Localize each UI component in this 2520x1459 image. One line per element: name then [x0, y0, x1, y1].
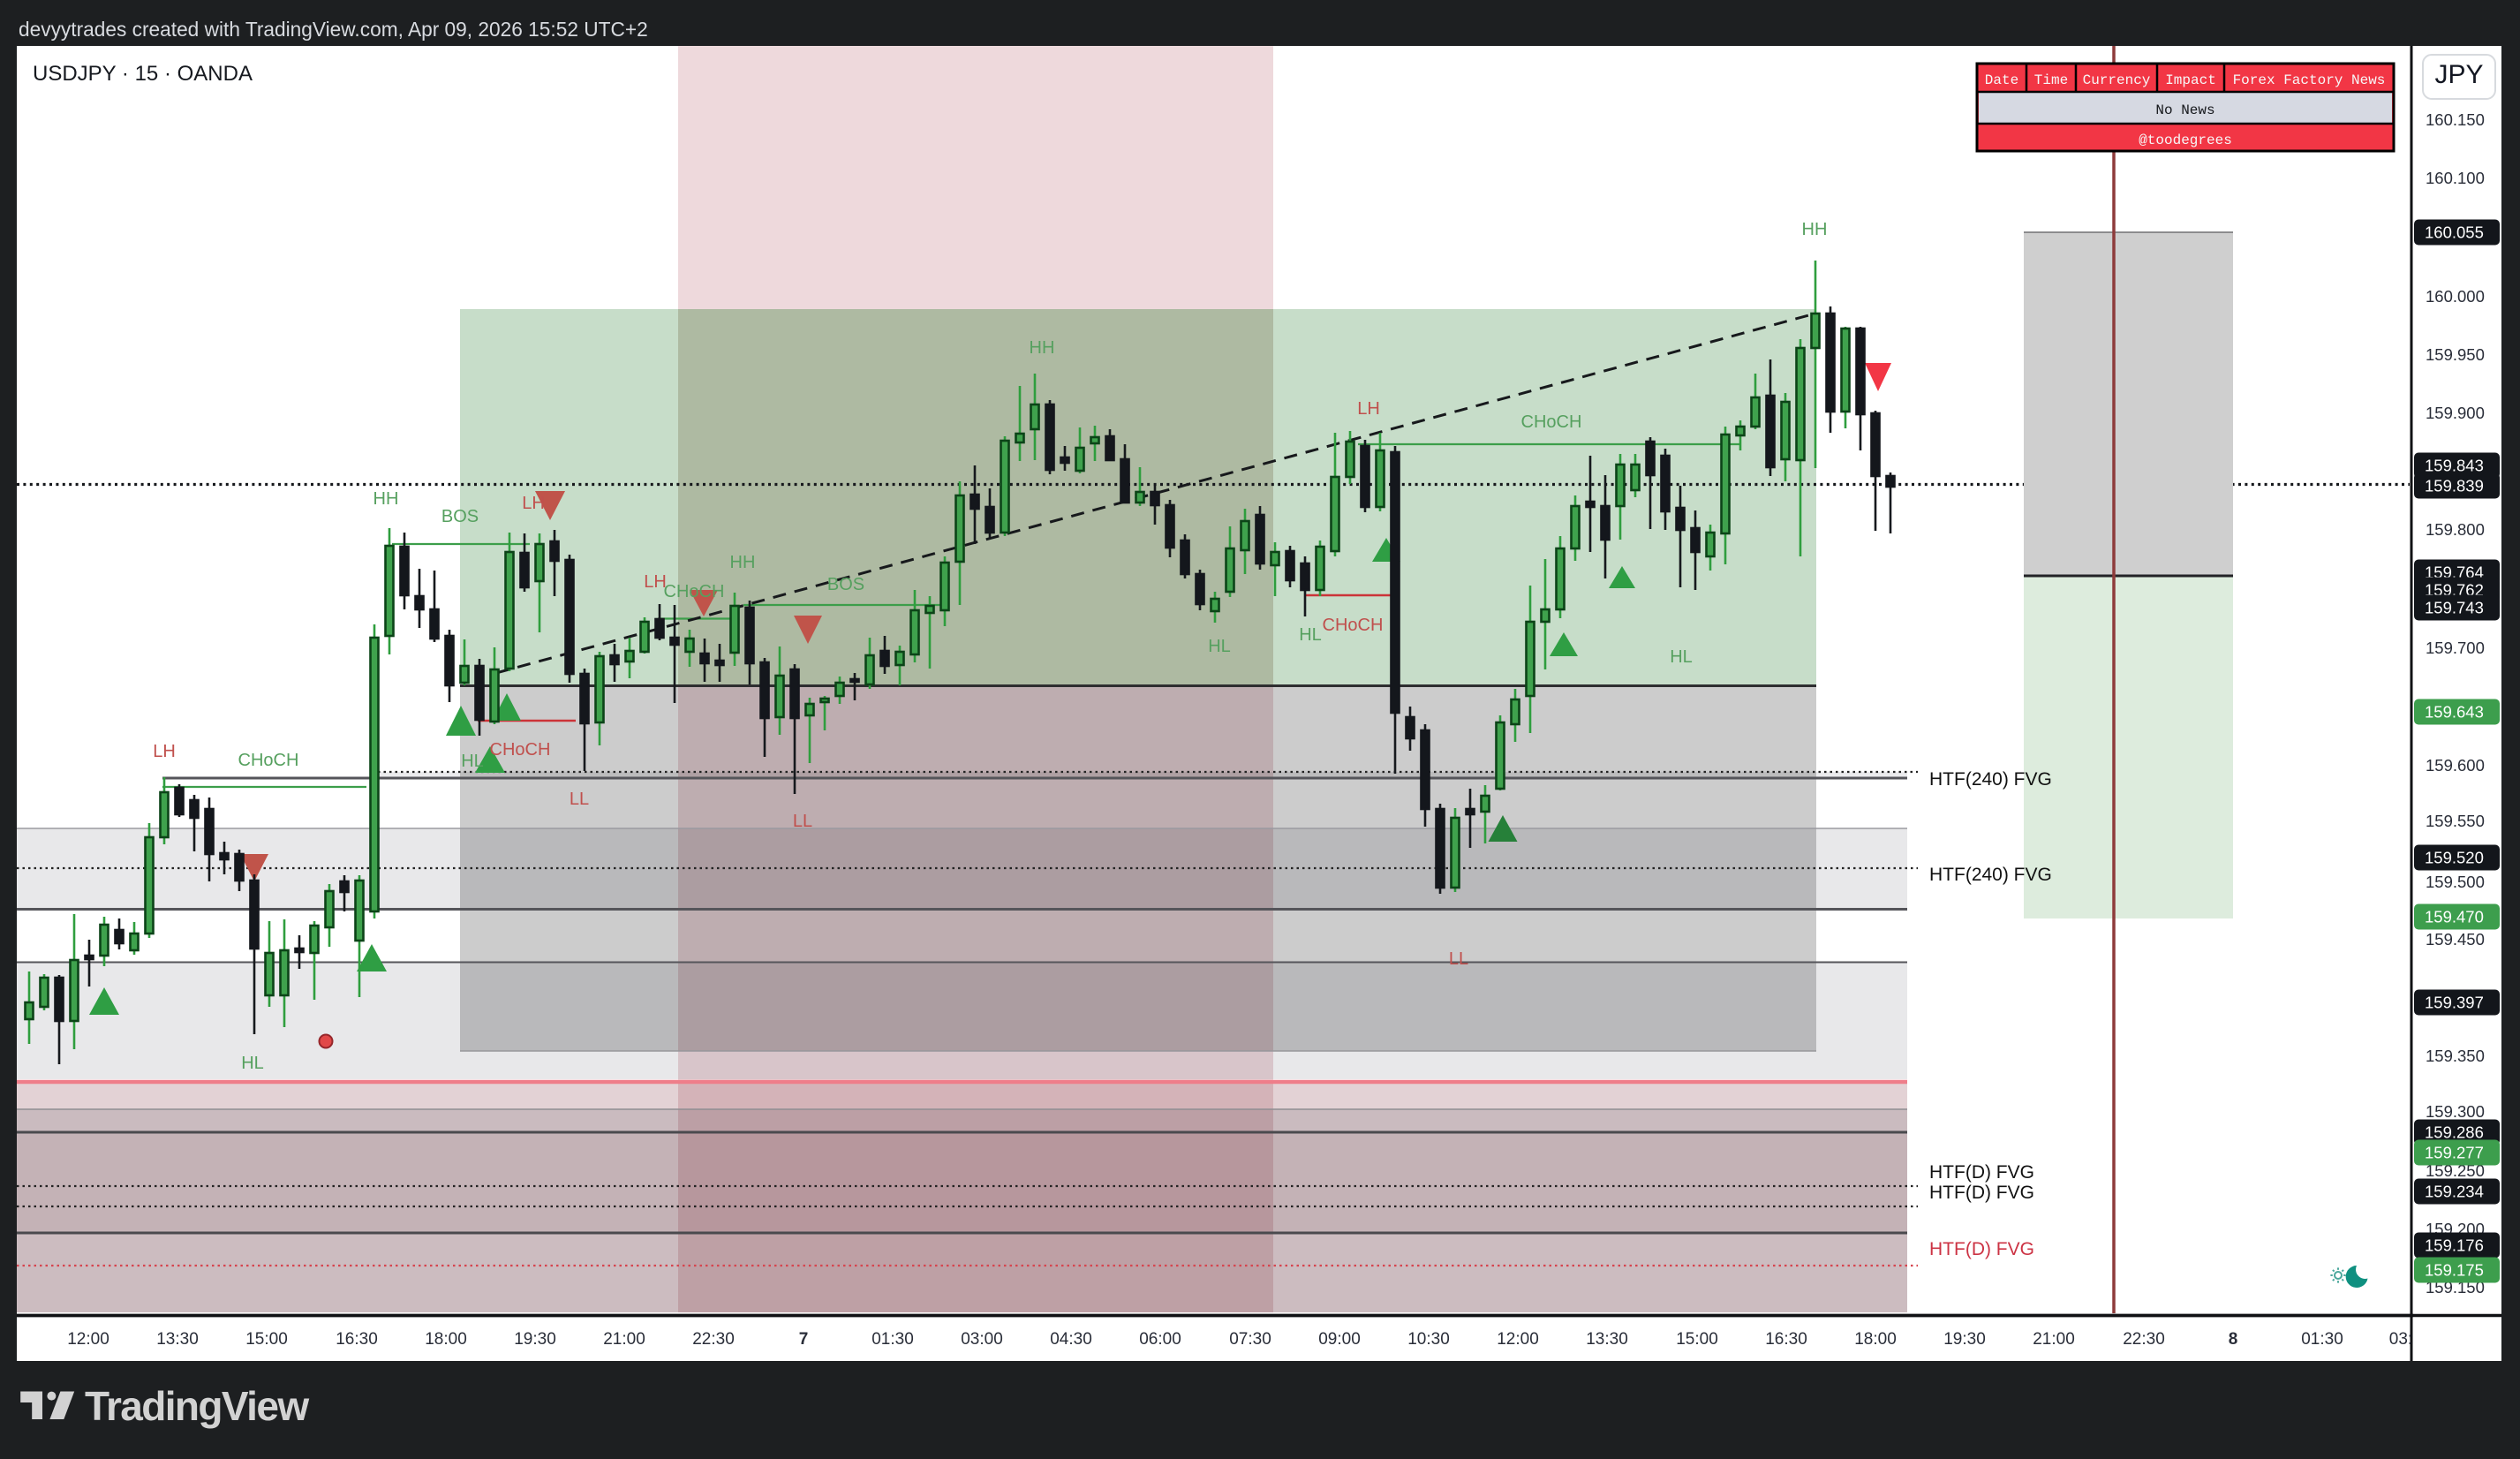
svg-text:8: 8	[2229, 1330, 2238, 1349]
svg-text:HL: HL	[1299, 625, 1322, 645]
svg-text:TradingView: TradingView	[85, 1383, 309, 1429]
svg-text:No News: No News	[2155, 102, 2214, 118]
svg-text:Currency: Currency	[2083, 72, 2151, 88]
svg-text:03:00: 03:00	[961, 1330, 1003, 1349]
svg-text:160.100: 160.100	[2426, 169, 2485, 187]
svg-text:16:30: 16:30	[336, 1330, 378, 1349]
svg-text:06:00: 06:00	[1139, 1330, 1181, 1349]
svg-text:159.277: 159.277	[2425, 1144, 2484, 1162]
svg-text:LH: LH	[153, 742, 176, 761]
svg-text:15:00: 15:00	[1676, 1330, 1718, 1349]
svg-text:LH: LH	[644, 572, 667, 592]
svg-text:03:: 03:	[2389, 1330, 2412, 1349]
svg-text:Time: Time	[2034, 72, 2068, 88]
svg-text:Date: Date	[1985, 72, 2018, 88]
svg-text:159.286: 159.286	[2425, 1123, 2484, 1142]
svg-text:HH: HH	[1030, 338, 1055, 358]
svg-text:HTF(D) FVG: HTF(D) FVG	[1929, 1239, 2034, 1259]
svg-text:159.520: 159.520	[2425, 849, 2484, 867]
svg-text:01:30: 01:30	[871, 1330, 914, 1349]
svg-text:21:00: 21:00	[603, 1330, 645, 1349]
svg-text:CHoCH: CHoCH	[490, 740, 551, 760]
svg-text:LH: LH	[1357, 399, 1380, 419]
svg-text:HL: HL	[241, 1054, 264, 1073]
svg-text:159.643: 159.643	[2425, 703, 2484, 722]
svg-text:USDJPY · 15 · OANDA: USDJPY · 15 · OANDA	[33, 62, 253, 86]
svg-text:HTF(D) FVG: HTF(D) FVG	[1929, 1162, 2034, 1183]
svg-text:16:30: 16:30	[1765, 1330, 1807, 1349]
svg-text:HH: HH	[1802, 220, 1828, 239]
svg-text:160.055: 160.055	[2425, 223, 2484, 242]
svg-text:07:30: 07:30	[1229, 1330, 1271, 1349]
svg-text:13:30: 13:30	[1586, 1330, 1628, 1349]
svg-text:159.300: 159.300	[2426, 1102, 2485, 1121]
svg-text:160.150: 160.150	[2426, 110, 2485, 129]
svg-text:LL: LL	[570, 790, 589, 809]
svg-text:19:30: 19:30	[514, 1330, 556, 1349]
svg-text:159.900: 159.900	[2426, 404, 2485, 422]
svg-text:159.762: 159.762	[2425, 581, 2484, 600]
svg-text:12:00: 12:00	[67, 1330, 109, 1349]
svg-text:159.700: 159.700	[2426, 639, 2485, 657]
svg-text:159.176: 159.176	[2425, 1236, 2484, 1255]
svg-text:159.764: 159.764	[2425, 563, 2484, 582]
svg-text:159.839: 159.839	[2425, 477, 2484, 495]
svg-text:Impact: Impact	[2165, 72, 2216, 88]
svg-text:159.800: 159.800	[2426, 520, 2485, 539]
svg-text:18:00: 18:00	[1854, 1330, 1897, 1349]
svg-text:BOS: BOS	[827, 575, 864, 594]
svg-text:@toodegrees: @toodegrees	[2139, 132, 2232, 148]
svg-text:CHoCH: CHoCH	[238, 751, 299, 770]
svg-text:HTF(240) FVG: HTF(240) FVG	[1929, 769, 2052, 790]
svg-text:159.843: 159.843	[2425, 457, 2484, 475]
svg-text:HTF(240) FVG: HTF(240) FVG	[1929, 865, 2052, 885]
svg-text:HTF(D) FVG: HTF(D) FVG	[1929, 1183, 2034, 1203]
svg-text:LH: LH	[522, 494, 545, 513]
svg-text:159.500: 159.500	[2426, 873, 2485, 891]
svg-text:159.470: 159.470	[2425, 908, 2484, 926]
svg-text:HH: HH	[730, 553, 756, 572]
svg-text:LL: LL	[1449, 949, 1468, 969]
svg-text:18:00: 18:00	[425, 1330, 467, 1349]
svg-text:159.234: 159.234	[2425, 1183, 2484, 1201]
svg-text:HL: HL	[461, 752, 484, 771]
svg-text:159.550: 159.550	[2426, 812, 2485, 830]
svg-text:HL: HL	[1670, 647, 1693, 667]
svg-text:159.175: 159.175	[2425, 1261, 2484, 1280]
svg-text:HH: HH	[373, 489, 399, 509]
svg-text:CHoCH: CHoCH	[664, 582, 725, 601]
svg-text:BOS: BOS	[441, 507, 479, 526]
svg-text:HL: HL	[1208, 637, 1231, 656]
svg-text:12:00: 12:00	[1497, 1330, 1539, 1349]
svg-text:159.600: 159.600	[2426, 756, 2485, 775]
svg-text:22:30: 22:30	[2123, 1330, 2165, 1349]
svg-text:LL: LL	[793, 812, 812, 831]
svg-text:devyytrades created with Tradi: devyytrades created with TradingView.com…	[19, 18, 648, 41]
svg-text:159.350: 159.350	[2426, 1047, 2485, 1065]
svg-text:7: 7	[799, 1330, 809, 1349]
svg-text:CHoCH: CHoCH	[1521, 412, 1582, 432]
svg-text:04:30: 04:30	[1050, 1330, 1092, 1349]
svg-text:159.250: 159.250	[2426, 1161, 2485, 1180]
svg-text:159.743: 159.743	[2425, 599, 2484, 617]
svg-text:159.950: 159.950	[2426, 345, 2485, 364]
svg-text:10:30: 10:30	[1407, 1330, 1450, 1349]
svg-text:CHoCH: CHoCH	[1323, 616, 1384, 635]
svg-text:22:30: 22:30	[692, 1330, 735, 1349]
svg-text:13:30: 13:30	[156, 1330, 199, 1349]
svg-text:15:00: 15:00	[245, 1330, 288, 1349]
svg-text:159.397: 159.397	[2425, 994, 2484, 1012]
svg-text:09:00: 09:00	[1318, 1330, 1361, 1349]
svg-text:Forex Factory News: Forex Factory News	[2233, 72, 2386, 88]
svg-text:21:00: 21:00	[2033, 1330, 2075, 1349]
svg-text:JPY: JPY	[2434, 60, 2483, 89]
svg-text:159.450: 159.450	[2426, 930, 2485, 949]
svg-text:19:30: 19:30	[1943, 1330, 1986, 1349]
svg-text:160.000: 160.000	[2426, 287, 2485, 306]
svg-text:01:30: 01:30	[2301, 1330, 2343, 1349]
